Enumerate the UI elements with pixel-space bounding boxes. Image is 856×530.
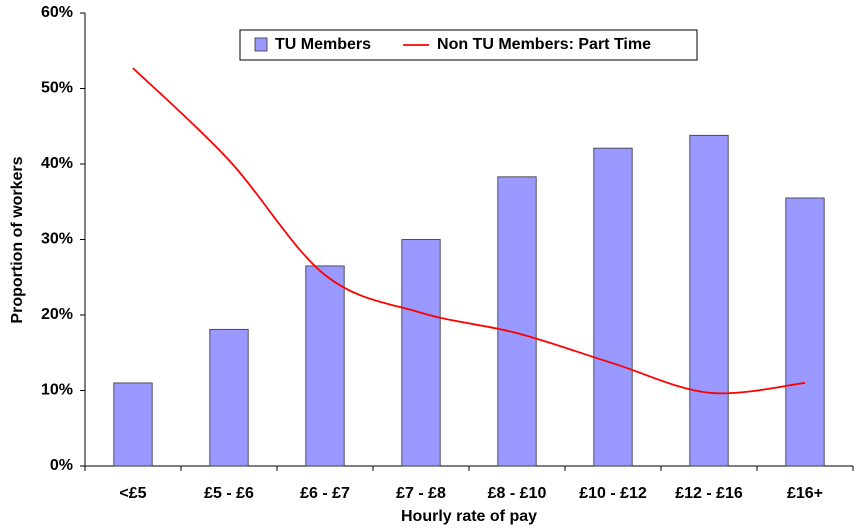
bar: [593, 147, 633, 467]
x-tick-label: £12 - £16: [675, 485, 743, 502]
line: [132, 67, 806, 395]
y-tick-label: 60%: [41, 4, 73, 21]
x-tick-label: £16+: [787, 485, 823, 502]
bar: [113, 382, 153, 467]
x-tick-label: £8 - £10: [488, 485, 547, 502]
x-tick-label: £6 - £7: [300, 485, 350, 502]
x-tick-label: <£5: [119, 485, 146, 502]
y-tick-label: 40%: [41, 155, 73, 172]
x-tick-label: £7 - £8: [396, 485, 446, 502]
bar: [785, 197, 825, 467]
x-tick-label: £10 - £12: [579, 485, 647, 502]
legend-swatch: [254, 37, 268, 52]
x-tick-label: £5 - £6: [204, 485, 254, 502]
bar: [689, 134, 729, 467]
legend-box: [239, 29, 698, 61]
y-tick-label: 20%: [41, 306, 73, 323]
bar: [497, 176, 537, 467]
bar: [209, 328, 249, 467]
bar: [305, 265, 345, 467]
x-axis-label: Hourly rate of pay: [401, 508, 537, 525]
legend-label: Non TU Members: Part Time: [437, 36, 651, 53]
y-tick-label: 10%: [41, 382, 73, 399]
legend-label: TU Members: [275, 36, 371, 53]
y-axis-label: Proportion of workers: [9, 156, 26, 323]
y-tick-label: 0%: [50, 457, 73, 474]
y-tick-label: 50%: [41, 80, 73, 97]
y-tick-label: 30%: [41, 231, 73, 248]
bar: [401, 239, 441, 467]
